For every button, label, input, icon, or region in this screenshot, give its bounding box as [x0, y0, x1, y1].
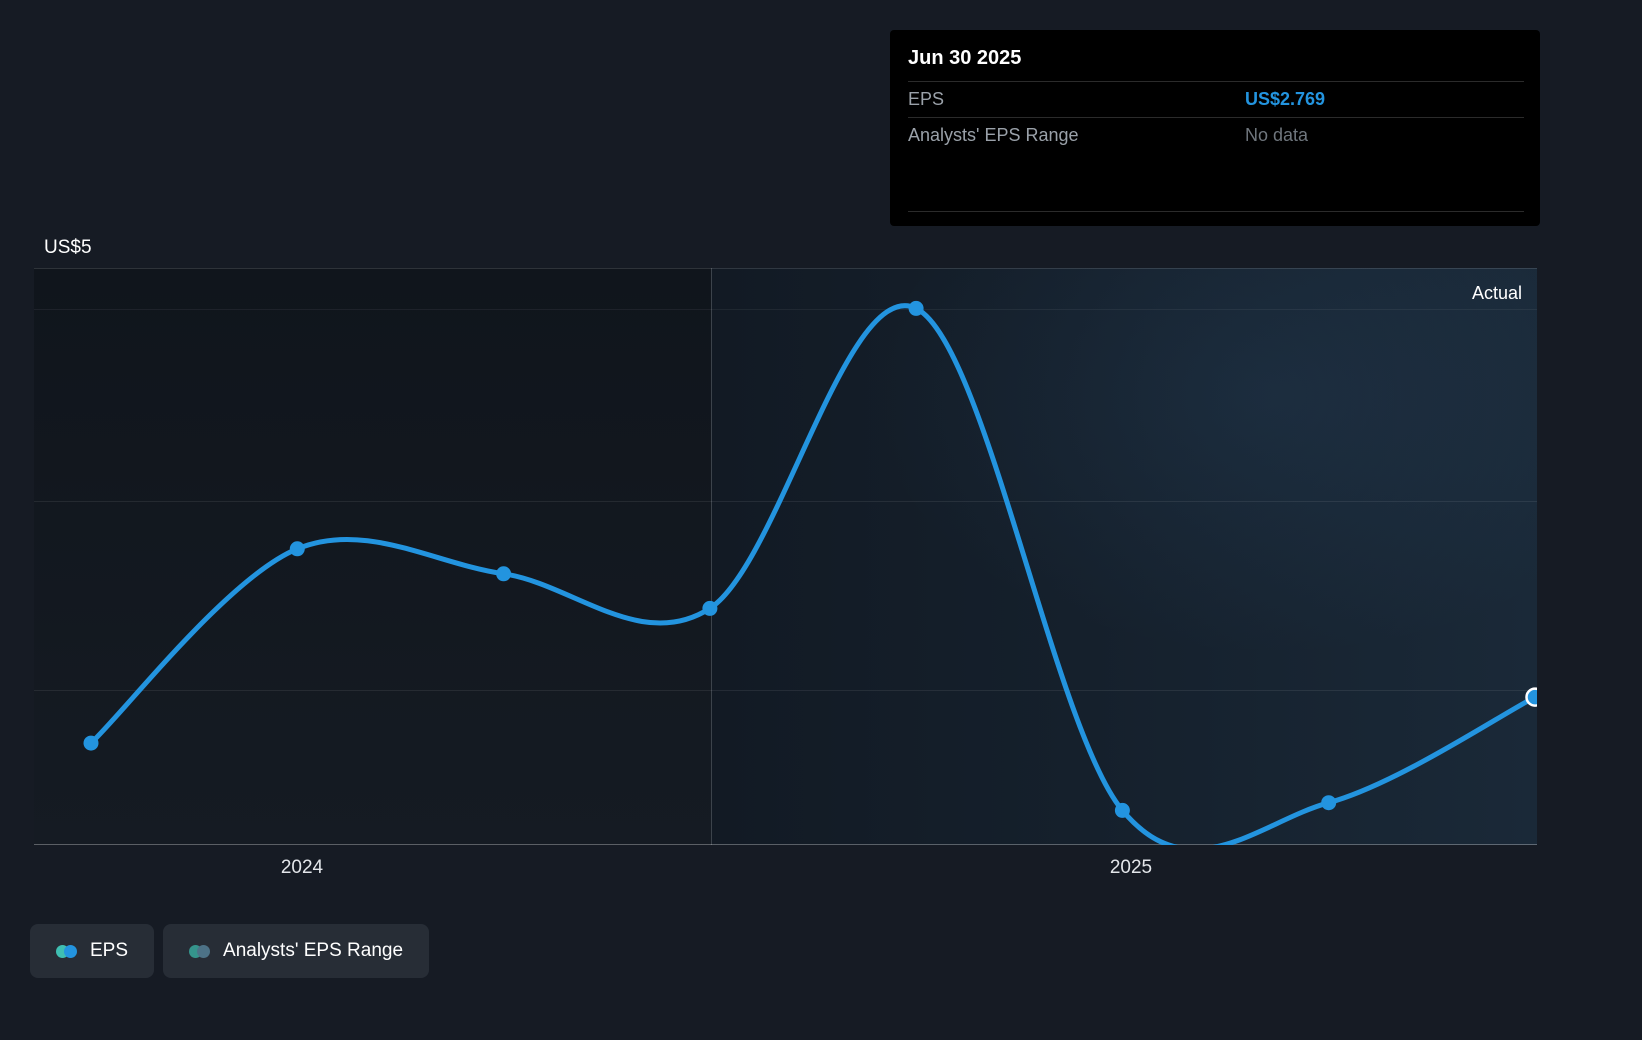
tooltip-eps-value: US$2.769	[1245, 89, 1326, 109]
x-tick-2025: 2025	[1109, 857, 1153, 878]
blue-dot-icon	[64, 944, 77, 958]
tooltip-divider	[908, 117, 1524, 118]
legend-analysts-range-label: Analysts' EPS Range	[223, 940, 404, 961]
eps-legend-icon	[56, 944, 77, 958]
gridline	[34, 309, 1537, 310]
eps-data-point[interactable]	[908, 300, 924, 316]
legend-eps-toggle[interactable]: EPS	[30, 924, 155, 978]
tooltip-row-eps: EPS US$2.769	[890, 82, 1540, 117]
legend-analysts-range-toggle[interactable]: Analysts' EPS Range	[163, 924, 430, 978]
plot-area: Actual	[34, 268, 1537, 845]
x-axis-line	[34, 844, 1537, 845]
eps-data-point[interactable]	[1321, 795, 1337, 811]
x-tick-2024: 2024	[280, 857, 324, 878]
actual-region	[711, 268, 1537, 845]
legend-eps-label: EPS	[90, 940, 129, 961]
tooltip-divider	[908, 81, 1524, 82]
eps-data-point[interactable]	[289, 541, 305, 557]
tooltip-bottom-divider	[908, 211, 1524, 212]
tooltip-eps-label: EPS	[908, 89, 945, 109]
gridline	[34, 501, 1537, 502]
eps-data-point[interactable]	[83, 735, 99, 751]
actual-region-label: Actual	[1471, 283, 1522, 303]
tooltip-range-label: Analysts' EPS Range	[908, 125, 1079, 145]
gridline	[34, 690, 1537, 691]
blue-dot-icon	[197, 944, 211, 958]
y-axis-label-top: US$5	[44, 237, 92, 258]
tooltip-row-analysts-range: Analysts' EPS Range No data	[890, 118, 1540, 153]
eps-data-point[interactable]	[1114, 802, 1130, 818]
tooltip-range-value: No data	[1245, 125, 1309, 145]
eps-line-chart	[83, 300, 1538, 845]
analysts-range-legend-icon	[189, 944, 211, 958]
forecast-divider	[711, 268, 712, 845]
chart-legend: EPS Analysts' EPS Range	[30, 924, 430, 978]
eps-line	[88, 303, 1537, 845]
eps-data-point[interactable]	[1525, 687, 1538, 707]
eps-data-point[interactable]	[702, 600, 718, 616]
gridline	[34, 268, 1537, 269]
chart-tooltip: Jun 30 2025 EPS US$2.769 Analysts' EPS R…	[890, 30, 1540, 226]
eps-data-point[interactable]	[496, 566, 512, 582]
past-region	[34, 268, 711, 845]
tooltip-date: Jun 30 2025	[908, 47, 1022, 69]
